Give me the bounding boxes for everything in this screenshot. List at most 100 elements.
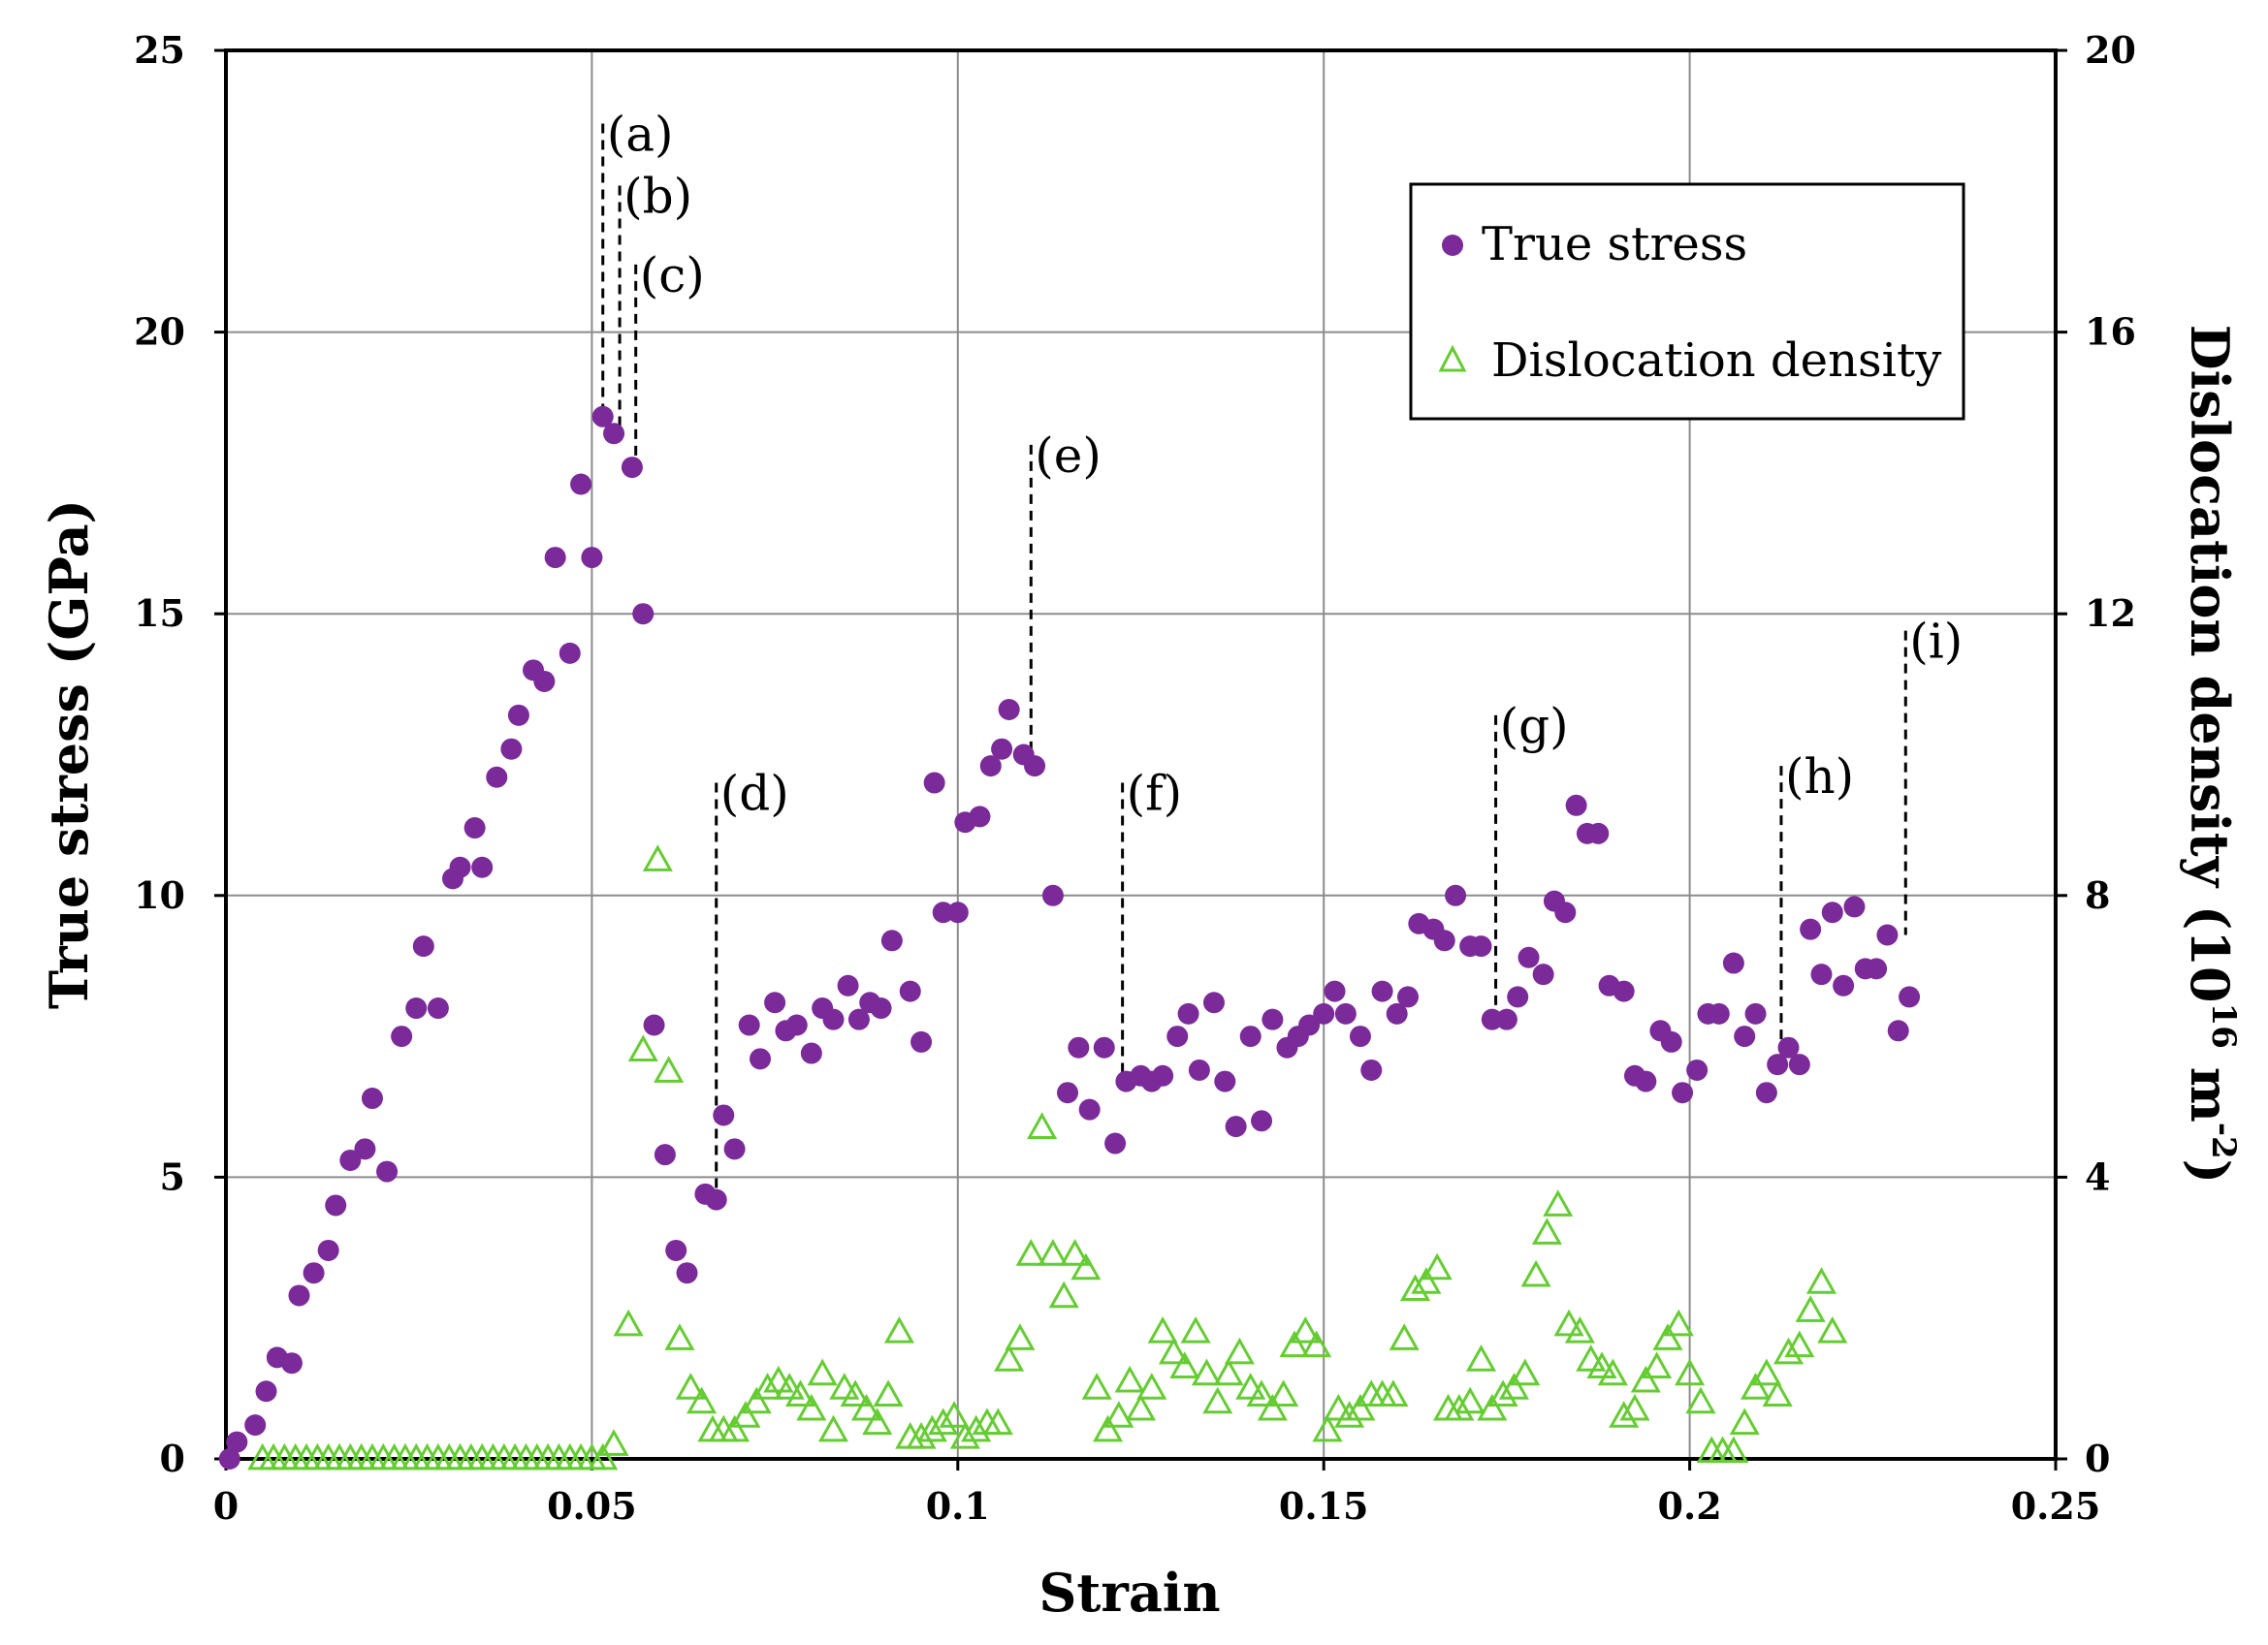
stress-point <box>1041 884 1064 906</box>
stress-point <box>1755 1082 1777 1104</box>
stress-point <box>1166 1026 1189 1048</box>
stress-point <box>280 1352 303 1375</box>
dislocation-point <box>1312 1414 1343 1442</box>
dislocation-point <box>1389 1323 1420 1350</box>
stress-point <box>1057 1082 1079 1104</box>
series-dislocation-density <box>247 844 1848 1471</box>
dislocation-point <box>1421 1252 1453 1281</box>
stress-point <box>910 1030 933 1053</box>
dislocation-point <box>961 1414 992 1442</box>
stress-point <box>463 817 486 839</box>
dislocation-point <box>1268 1379 1299 1408</box>
dislocation-point <box>1465 1344 1497 1372</box>
annotation-label: (a) <box>607 107 674 163</box>
dislocation-point <box>642 844 673 871</box>
y2-title-end: ) <box>2179 1159 2241 1185</box>
stress-point <box>822 1008 845 1030</box>
stress-point <box>1093 1036 1115 1059</box>
stress-point <box>1214 1070 1236 1092</box>
stress-point <box>643 1014 665 1036</box>
stress-point <box>226 1431 248 1453</box>
dislocation-point <box>1038 1239 1069 1266</box>
stress-point <box>785 1014 808 1036</box>
stress-point <box>1188 1059 1210 1081</box>
dislocation-point <box>1213 1358 1244 1386</box>
stress-point <box>1298 1014 1321 1036</box>
stress-point <box>665 1239 687 1261</box>
dislocation-point <box>1334 1401 1365 1428</box>
y-axis-title: True stress (GPa) <box>38 499 100 1009</box>
y-tick-label: 5 <box>160 1155 185 1198</box>
dislocation-point <box>751 1373 783 1400</box>
stress-point <box>1810 964 1833 986</box>
y2-axis-title: Dislocation density (1016 m-2) <box>2179 325 2243 1184</box>
stress-point <box>998 699 1020 721</box>
stress-point <box>1481 1008 1503 1030</box>
x-tick-label: 0.05 <box>547 1484 637 1528</box>
stress-point <box>603 423 625 445</box>
dislocation-point <box>1027 1112 1058 1139</box>
x-tick-label: 0.1 <box>926 1484 990 1528</box>
dislocation-point <box>1060 1239 1091 1266</box>
y2-tick-label: 20 <box>2085 28 2136 72</box>
stress-point <box>969 806 991 828</box>
stress-point <box>591 405 614 427</box>
dislocation-point <box>1070 1252 1102 1281</box>
dislocation-point <box>1784 1330 1815 1358</box>
dislocation-point <box>1795 1295 1826 1322</box>
stress-point <box>325 1194 347 1217</box>
stress-point <box>303 1262 325 1284</box>
dislocation-point <box>1301 1330 1332 1358</box>
y2-title-exp2: -2 <box>2204 1123 2243 1159</box>
legend: True stress Dislocation density <box>1409 182 1965 421</box>
annotation-label: (i) <box>1909 614 1963 670</box>
stress-point <box>1800 918 1822 940</box>
stress-point <box>1843 896 1866 918</box>
dislocation-point <box>829 1373 860 1400</box>
annotation-label: (d) <box>720 766 789 822</box>
stress-point <box>1152 1064 1174 1087</box>
stress-point <box>533 670 556 692</box>
stress-point <box>317 1239 339 1261</box>
stress-point <box>1104 1132 1127 1155</box>
stress-point <box>361 1088 383 1110</box>
dislocation-point <box>1378 1379 1409 1408</box>
y2-tick-label: 0 <box>2085 1437 2110 1480</box>
stress-point <box>1470 935 1492 958</box>
dislocation-point <box>1619 1393 1650 1421</box>
legend-box <box>1409 182 1965 421</box>
dislocation-point <box>862 1408 893 1436</box>
dislocation-point <box>807 1358 838 1386</box>
legend-marker-true-stress <box>1442 235 1463 256</box>
dislocation-point <box>1663 1309 1694 1337</box>
stress-point <box>449 856 471 878</box>
stress-point <box>1334 1002 1357 1025</box>
series-true-stress <box>218 405 1921 1470</box>
dislocation-point <box>1586 1351 1617 1378</box>
stress-point <box>764 992 786 1014</box>
annotation-label: (h) <box>1785 748 1854 805</box>
stress-point <box>1024 755 1046 777</box>
stress-point <box>376 1160 399 1183</box>
stress-point <box>1876 924 1899 946</box>
dislocation-point <box>1169 1351 1200 1378</box>
stress-point <box>1887 1020 1909 1042</box>
dislocation-point <box>1323 1393 1354 1421</box>
stress-point <box>218 1448 240 1470</box>
annotation-label: (b) <box>623 168 692 224</box>
stress-point <box>1734 1026 1756 1048</box>
stress-point <box>339 1149 362 1171</box>
dislocation-point <box>817 1414 849 1442</box>
dislocation-point <box>1718 1436 1749 1464</box>
stress-point <box>1445 884 1467 906</box>
dislocation-point <box>1498 1373 1530 1400</box>
stress-point <box>1565 794 1587 816</box>
stress-point <box>1833 974 1855 996</box>
dislocation-point <box>1642 1351 1673 1378</box>
stress-point <box>1324 980 1346 1002</box>
stress-point <box>1225 1116 1247 1138</box>
dislocation-point <box>1345 1393 1376 1421</box>
stress-point <box>979 755 1002 777</box>
stress-point <box>1371 980 1393 1002</box>
